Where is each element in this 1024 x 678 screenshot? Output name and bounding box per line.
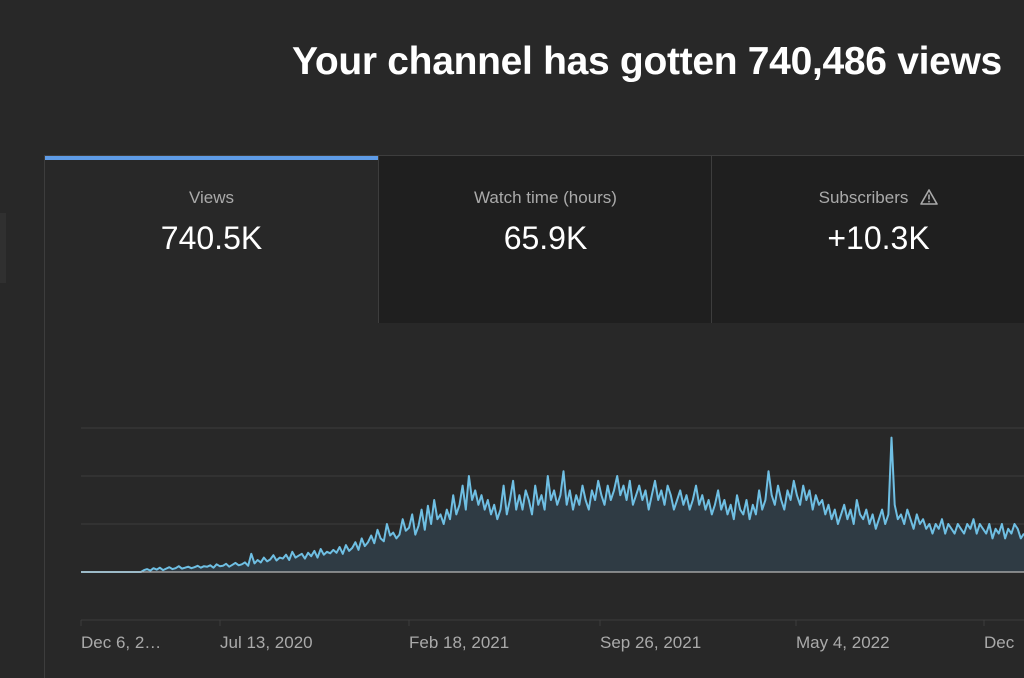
side-panel-edge xyxy=(0,213,6,283)
tab-subscribers[interactable]: Subscribers +10.3K xyxy=(712,156,1024,323)
x-tick-label: Sep 26, 2021 xyxy=(600,633,701,652)
x-tick-label: May 4, 2022 xyxy=(796,633,890,652)
metric-tabs: Views 740.5K Watch time (hours) 65.9K Su… xyxy=(45,156,1024,323)
x-tick-label: Dec 6, 2… xyxy=(81,633,161,652)
views-line-chart: Dec 6, 2… Jul 13, 2020 Feb 18, 2021 Sep 26,… xyxy=(80,427,1024,652)
x-tick-label: Dec xyxy=(984,633,1015,652)
x-tick-label: Feb 18, 2021 xyxy=(409,633,509,652)
tab-value: 740.5K xyxy=(160,220,263,256)
warning-icon[interactable] xyxy=(920,189,939,210)
tab-value: +10.3K xyxy=(827,220,930,256)
views-series-line xyxy=(81,436,1024,573)
x-axis: Dec 6, 2… Jul 13, 2020 Feb 18, 2021 Sep 26,… xyxy=(80,620,1015,652)
tab-watch-time[interactable]: Watch time (hours) 65.9K xyxy=(379,156,712,323)
tab-divider xyxy=(711,156,712,323)
tab-label: Subscribers xyxy=(818,188,909,207)
tab-label-row: Subscribers xyxy=(712,188,1024,210)
x-tick-label: Jul 13, 2020 xyxy=(220,633,313,652)
tab-divider xyxy=(378,156,379,323)
tab-value: 65.9K xyxy=(503,220,588,256)
views-area-fill xyxy=(81,437,1024,572)
tab-label: Watch time (hours) xyxy=(474,188,617,207)
tab-label: Views xyxy=(188,188,235,207)
tab-views[interactable]: Views 740.5K xyxy=(45,156,378,323)
page-headline: Your channel has gotten 740,486 views xyxy=(292,40,1002,83)
tab-selected-indicator xyxy=(45,156,378,160)
